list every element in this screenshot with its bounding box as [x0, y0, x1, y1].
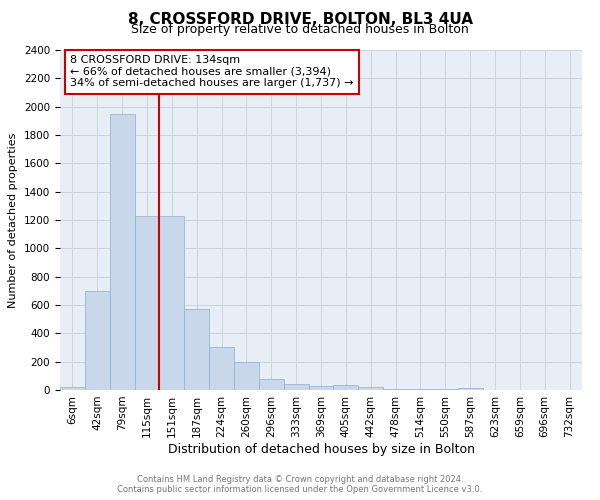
Text: Size of property relative to detached houses in Bolton: Size of property relative to detached ho…	[131, 22, 469, 36]
Bar	[60, 387, 85, 390]
Bar	[284, 384, 308, 390]
Bar	[334, 385, 358, 390]
Text: 8, CROSSFORD DRIVE, BOLTON, BL3 4UA: 8, CROSSFORD DRIVE, BOLTON, BL3 4UA	[128, 12, 473, 28]
Bar	[134, 216, 160, 390]
Bar	[110, 114, 134, 390]
Bar	[160, 216, 184, 390]
X-axis label: Distribution of detached houses by size in Bolton: Distribution of detached houses by size …	[167, 442, 475, 456]
Y-axis label: Number of detached properties: Number of detached properties	[8, 132, 19, 308]
Bar	[184, 308, 209, 390]
Bar	[209, 347, 234, 390]
Text: Contains HM Land Registry data © Crown copyright and database right 2024.
Contai: Contains HM Land Registry data © Crown c…	[118, 474, 482, 494]
Text: 8 CROSSFORD DRIVE: 134sqm
← 66% of detached houses are smaller (3,394)
34% of se: 8 CROSSFORD DRIVE: 134sqm ← 66% of detac…	[70, 55, 354, 88]
Bar	[85, 291, 110, 390]
Bar	[259, 378, 284, 390]
Bar	[308, 386, 334, 390]
Bar	[358, 387, 383, 390]
Bar	[234, 362, 259, 390]
Bar	[458, 388, 482, 390]
